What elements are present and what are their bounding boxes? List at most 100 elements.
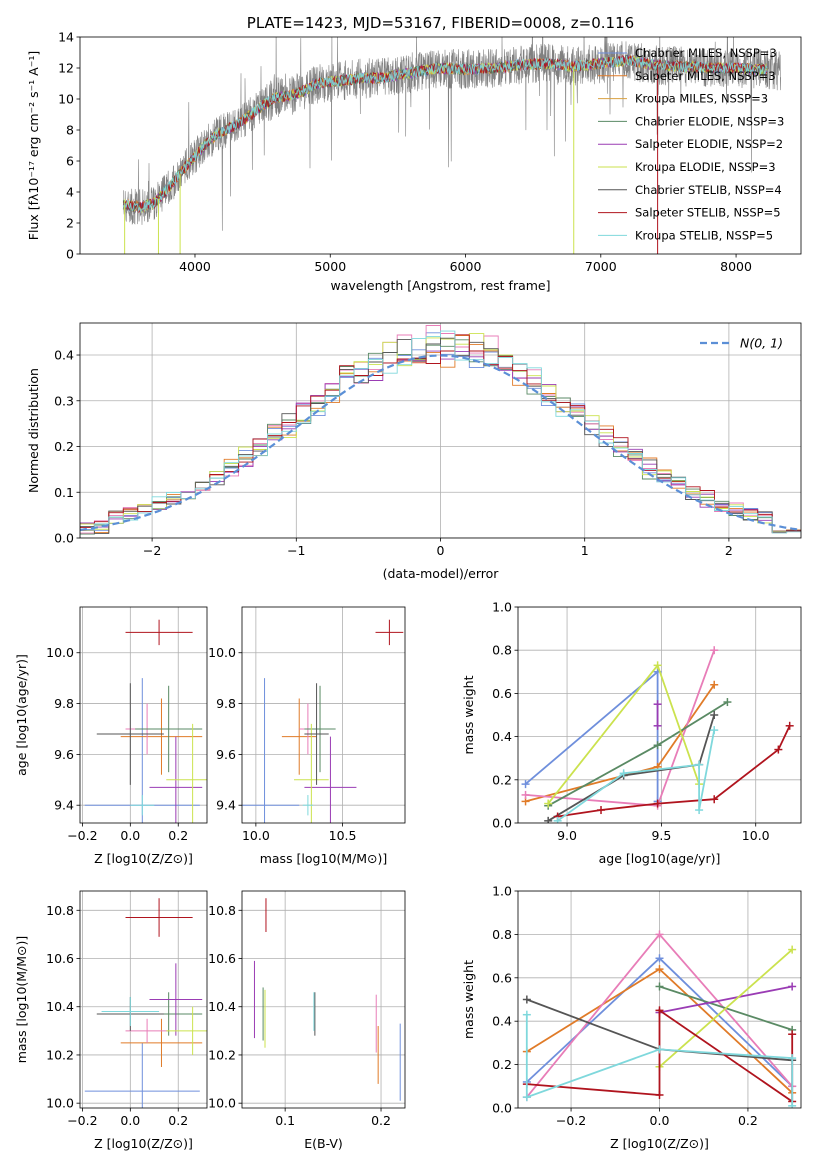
x-tick-label: 0.1 (275, 1113, 295, 1128)
weight-line-chabrier_elodie (547, 701, 728, 807)
axes-mass_vs_Z (76, 890, 208, 1112)
x-axis-label: wavelength [Angstrom, rest frame] (330, 278, 550, 293)
weight-marker (788, 1101, 797, 1108)
x-tick-label: 5000 (314, 259, 346, 274)
errorbar-point (125, 619, 193, 646)
y-tick-label: 12 (58, 61, 74, 76)
x-tick-label: −0.2 (67, 828, 97, 843)
y-tick-label: 0.6 (492, 686, 512, 701)
y-tick-label: 10.8 (46, 903, 74, 918)
errorbar-point (294, 723, 329, 823)
weight-marker (544, 816, 553, 823)
x-axis-label: Z [log10(Z/Z⊙)] (94, 1136, 193, 1151)
weight-line-kroupa_stelib (557, 729, 716, 822)
y-tick-label: 4 (66, 185, 74, 200)
legend-label: Chabrier MILES, NSSP=3 (635, 46, 777, 60)
x-tick-label: 1 (581, 543, 589, 558)
weight-marker (695, 806, 704, 815)
errorbar-point (125, 1018, 169, 1043)
weight-marker (653, 799, 662, 808)
y-tick-label: 0.8 (492, 643, 512, 658)
x-axis-label: mass [log10(M/M⊙)] (260, 851, 388, 866)
weight-marker (788, 945, 797, 954)
errorbar-point (120, 1018, 203, 1068)
weight-line-chabrier_stelib (547, 714, 716, 822)
y-tick-label: 10.4 (208, 999, 236, 1014)
y-tick-label: 0 (66, 247, 74, 262)
y-tick-label: 6 (66, 154, 74, 169)
weight-marker (655, 982, 664, 991)
y-tick-label: 0.8 (492, 927, 512, 942)
histogram-kroupa_stelib (80, 330, 801, 538)
y-tick-label: 10.0 (46, 1096, 74, 1111)
y-tick-label: 1.0 (492, 884, 512, 899)
x-tick-label: 0.2 (738, 1113, 758, 1128)
axes-age_vs_mass (238, 606, 406, 827)
normal-curve (80, 354, 799, 532)
errorbar-point (281, 698, 317, 775)
x-tick-label: 0.0 (120, 1113, 140, 1128)
errorbar-point (84, 1042, 200, 1108)
y-tick-label: 8 (66, 123, 74, 138)
axes-age_vs_Z (76, 606, 208, 827)
axes-frame (517, 606, 802, 824)
errorbar-point (149, 736, 203, 823)
weight-marker (774, 745, 783, 754)
spectrum-data-line (123, 37, 781, 231)
y-tick-label: 10.0 (46, 645, 74, 660)
y-tick-label: 9.6 (216, 747, 236, 762)
errorbar-point (130, 795, 155, 816)
legend-label: N(0, 1) (740, 336, 783, 351)
axes-spectrum (76, 36, 802, 258)
weight-marker (788, 1030, 797, 1039)
x-tick-label: 0 (437, 543, 445, 558)
weight-marker (788, 1054, 797, 1063)
y-tick-label: 0.0 (54, 531, 74, 546)
errorbar-point (304, 736, 357, 823)
weight-marker (653, 721, 662, 730)
plot-area-mass_vs_ebv (242, 891, 405, 1108)
x-tick-label: −0.2 (67, 1113, 97, 1128)
x-axis-label: E(B-V) (304, 1136, 343, 1151)
weight-marker (653, 661, 662, 670)
y-tick-label: 0.4 (492, 729, 512, 744)
y-tick-label: 10.8 (208, 903, 236, 918)
plot-area-age_vs_mass (242, 607, 405, 823)
weight-marker (655, 954, 664, 963)
legend-label: Kroupa MILES, NSSP=3 (635, 92, 768, 106)
y-tick-label: 9.8 (216, 696, 236, 711)
y-tick-label: 0.4 (492, 1014, 512, 1029)
errorbar-point (166, 1006, 207, 1055)
y-tick-label: 0.0 (492, 1101, 512, 1116)
weight-marker (544, 799, 553, 808)
plot-area-weight_vs_age (518, 607, 801, 823)
y-tick-label: 9.6 (54, 747, 74, 762)
weight-marker (710, 680, 719, 689)
weight-line-salpeter_elodie (659, 985, 793, 1014)
legend-label: Kroupa STELIB, NSSP=5 (635, 228, 773, 242)
legend-label: Chabrier STELIB, NSSP=4 (635, 183, 782, 197)
weight-marker (655, 1006, 664, 1015)
y-tick-label: 1.0 (492, 600, 512, 615)
y-tick-label: 14 (58, 30, 74, 45)
weight-marker (710, 711, 719, 719)
weight-line-salpeter_stelib (557, 725, 791, 818)
weight-marker (653, 700, 662, 709)
errorbar-point (96, 683, 164, 785)
y-tick-label: 0.6 (492, 970, 512, 985)
x-axis-label: age [log10(age/yr)] (599, 851, 721, 866)
weight-marker (521, 790, 530, 799)
weight-marker (695, 760, 704, 769)
axes-mass_vs_ebv (238, 890, 406, 1112)
weight-marker (788, 982, 797, 991)
errorbar-point (304, 685, 336, 773)
y-tick-label: 10.0 (208, 645, 236, 660)
y-tick-label: 10.2 (46, 1047, 74, 1062)
errorbar-point (166, 723, 207, 823)
weight-marker (619, 769, 628, 778)
y-tick-label: 9.8 (54, 696, 74, 711)
y-axis-label: mass weight (461, 960, 476, 1039)
weight-line-salpeter_miles (525, 684, 715, 803)
y-axis-label: Flux [fλ10⁻¹⁷ erg cm⁻² s⁻¹ A⁻¹] (26, 51, 41, 240)
errorbar-point (120, 698, 203, 775)
